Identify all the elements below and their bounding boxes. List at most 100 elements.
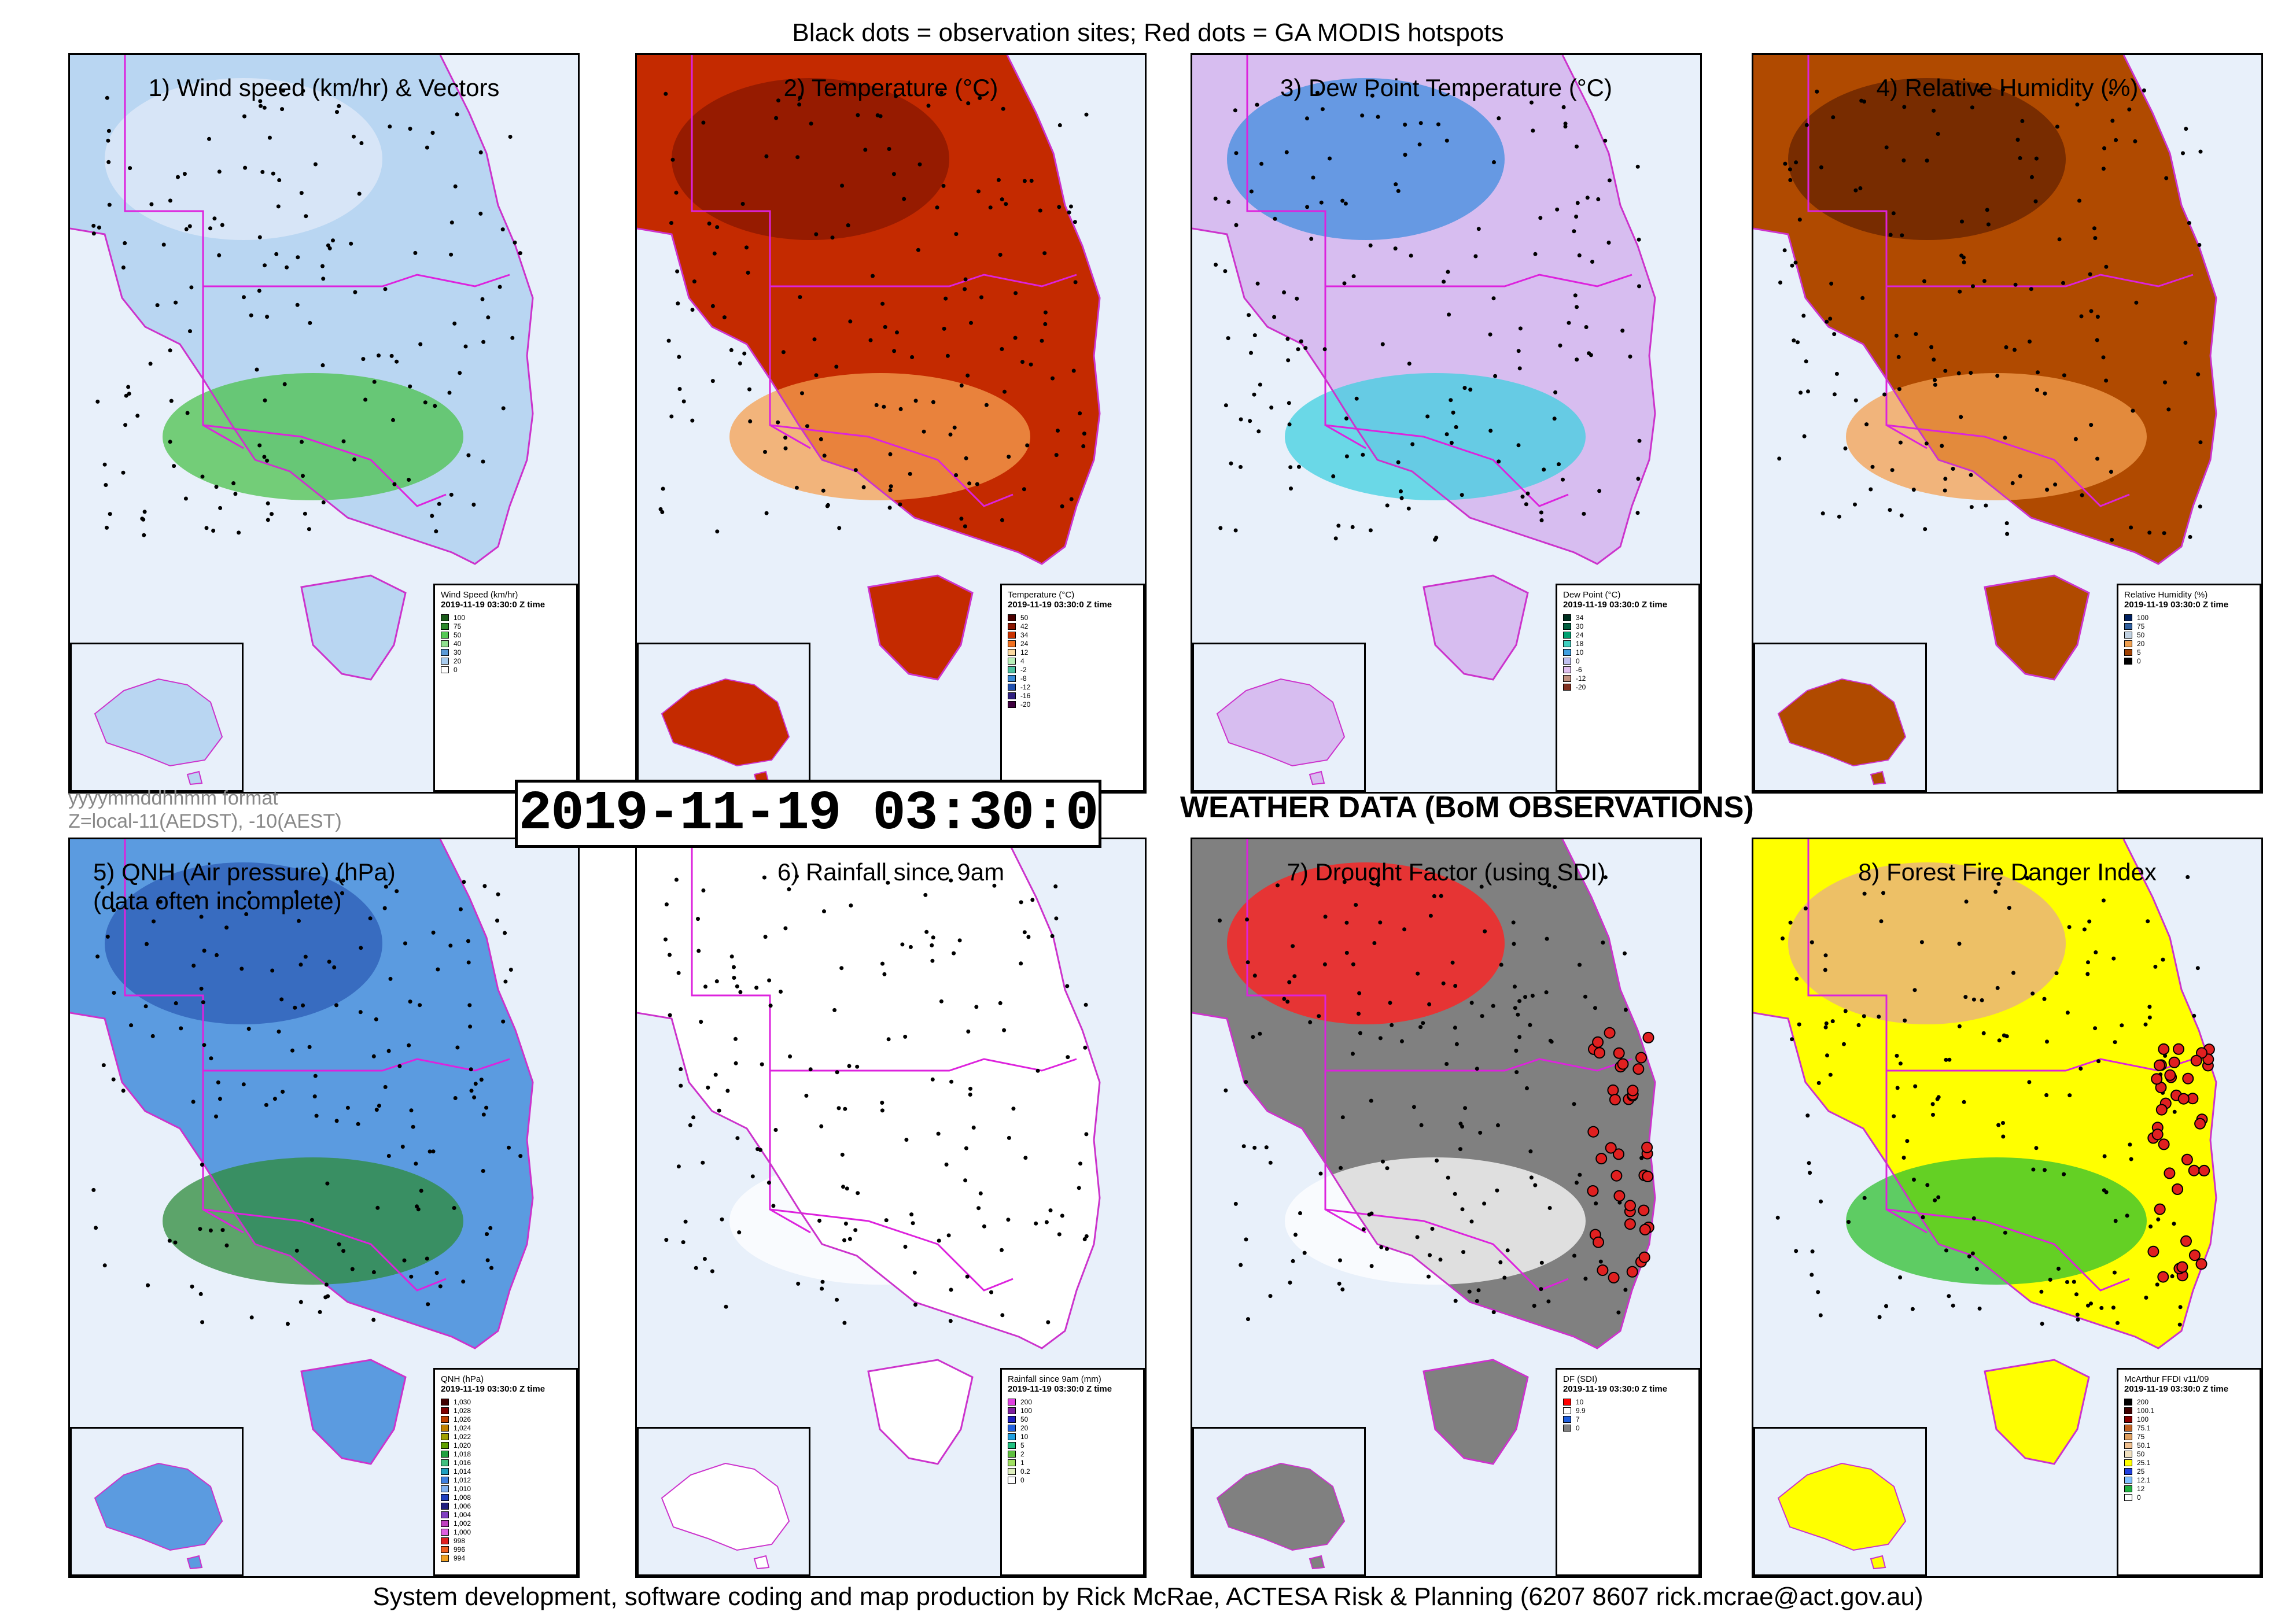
observation-site-dot: [976, 189, 981, 194]
observation-site-dot: [2143, 1022, 2148, 1027]
observation-site-dot: [1368, 243, 1373, 248]
observation-site-dot: [1245, 960, 1250, 965]
observation-site-dot: [1060, 504, 1064, 508]
observation-site-dot: [121, 265, 126, 270]
legend-swatch: [2124, 1450, 2132, 1458]
observation-site-dot: [1333, 536, 1338, 541]
observation-site-dot: [2072, 1279, 2076, 1284]
legend-item: 0: [1563, 656, 1693, 665]
observation-site-dot: [270, 512, 274, 517]
observation-site-dot: [2113, 1040, 2117, 1045]
map-legend: Relative Humidity (%) 2019-11-19 03:30:0 …: [2117, 584, 2261, 792]
observation-site-dot: [1856, 1023, 1861, 1027]
observation-site-dot: [2161, 957, 2165, 962]
observation-site-dot: [1441, 981, 1446, 986]
observation-site-dot: [835, 1070, 839, 1075]
observation-site-dot: [1513, 1006, 1517, 1010]
observation-site-dot: [681, 399, 686, 404]
observation-site-dot: [1385, 503, 1390, 508]
observation-site-dot: [930, 1077, 935, 1082]
inset-continent: [1777, 678, 1907, 767]
legend-item: 100: [441, 613, 570, 622]
observation-site-dot: [2147, 530, 2152, 535]
legend-item: 0: [1008, 1476, 1137, 1484]
observation-site-dot: [2187, 221, 2191, 225]
observation-site-dot: [1803, 906, 1808, 911]
observation-site-dot: [220, 1228, 225, 1233]
observation-site-dot: [1531, 128, 1535, 133]
observation-site-dot: [783, 446, 788, 451]
legend-label: 75: [2137, 1432, 2145, 1441]
observation-site-dot: [2197, 243, 2202, 247]
observation-site-dot: [1899, 513, 1904, 518]
legend-swatch: [441, 1476, 449, 1484]
observation-site-dot: [1830, 1019, 1835, 1024]
inset-canvas: [661, 678, 790, 785]
field-blob: [163, 373, 463, 500]
observation-site-dot: [738, 361, 742, 366]
observation-site-dot: [463, 344, 468, 349]
observation-site-dot: [1932, 108, 1936, 113]
legend-item: 10: [1008, 1432, 1137, 1441]
observation-site-dot: [1639, 1156, 1644, 1160]
tasmania-shape: [300, 574, 407, 681]
observation-site-dot: [1247, 313, 1251, 318]
observation-site-dot: [1819, 165, 1823, 169]
observation-site-dot: [800, 391, 804, 396]
observation-site-dot: [948, 432, 953, 437]
observation-site-dot: [1022, 487, 1026, 492]
observation-site-dot: [1948, 873, 1953, 877]
observation-site-dot: [1912, 1178, 1916, 1182]
observation-site-dot: [1790, 1037, 1794, 1042]
observation-site-dot: [1788, 920, 1793, 925]
observation-site-dot: [1895, 1086, 1900, 1090]
observation-site-dot: [1019, 900, 1023, 905]
observation-site-dot: [262, 105, 267, 110]
observation-site-dot: [701, 1160, 705, 1165]
state-borders: [1807, 839, 2194, 1292]
observation-site-dot: [1912, 988, 1917, 993]
observation-site-dot: [1962, 260, 1966, 264]
observation-site-dot: [675, 269, 680, 274]
observation-site-dot: [2039, 1289, 2044, 1294]
hotspot-dot: [2155, 1104, 2168, 1116]
legend-item: 10: [1563, 648, 1693, 656]
tasmania-shape: [1984, 1359, 2090, 1465]
observation-site-dot: [2042, 997, 2047, 1001]
observation-site-dot: [1067, 210, 1071, 215]
observation-site-dot: [1603, 875, 1608, 880]
legend-swatch: [1008, 657, 1016, 665]
observation-site-dot: [337, 104, 341, 108]
observation-site-dot: [1623, 1288, 1628, 1292]
observation-site-dot: [729, 348, 734, 352]
observation-site-dot: [1894, 333, 1899, 338]
observation-site-dot: [1514, 1070, 1519, 1075]
observation-site-dot: [946, 1233, 951, 1238]
observation-site-dot: [1829, 281, 1834, 286]
observation-site-dot: [1285, 999, 1290, 1004]
observation-site-dot: [1996, 881, 2001, 886]
observation-site-dot: [341, 439, 346, 444]
observation-site-dot: [485, 1258, 490, 1263]
observation-site-dot: [455, 1045, 460, 1050]
observation-site-dot: [168, 348, 172, 353]
observation-site-dot: [1933, 382, 1937, 387]
map-panel-8: 8) Forest Fire Danger Index McArthur FFDI…: [1752, 838, 2263, 1578]
observation-site-dot: [418, 342, 423, 346]
observation-site-dot: [690, 308, 695, 312]
inset-tasmania: [1870, 1555, 1886, 1570]
observation-site-dot: [95, 399, 100, 404]
observation-site-dot: [1578, 962, 1582, 967]
observation-site-dot: [1083, 1045, 1088, 1050]
observation-site-dot: [1282, 290, 1287, 294]
observation-site-dot: [1497, 116, 1501, 120]
inset-tasmania: [186, 770, 203, 785]
observation-site-dot: [1322, 962, 1327, 967]
legend-item: 25: [2124, 1467, 2254, 1476]
observation-site-dot: [174, 300, 178, 305]
top-caption: Black dots = observation sites; Red dots…: [792, 19, 1504, 47]
inset-tasmania: [1309, 770, 1325, 785]
observation-site-dot: [1081, 444, 1086, 448]
observation-site-dot: [1460, 1124, 1465, 1129]
observation-site-dot: [1248, 419, 1252, 423]
